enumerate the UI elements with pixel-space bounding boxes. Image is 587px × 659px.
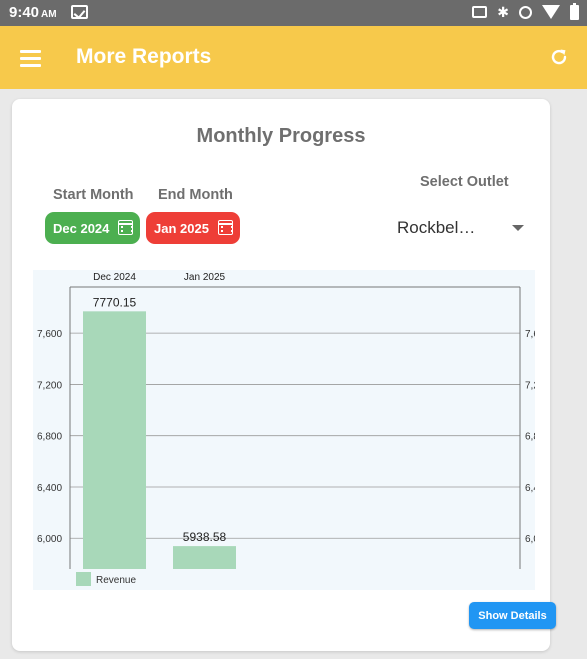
- y-tick-label-left: 7,200: [37, 380, 62, 391]
- report-card: Monthly Progress Start Month End Month S…: [12, 99, 556, 651]
- checkbox-notification-icon: [71, 5, 88, 19]
- x-tick-label: Dec 2024: [93, 272, 136, 283]
- dropdown-arrow-icon: [512, 225, 524, 231]
- calendar-icon: [118, 220, 133, 235]
- bluetooth-icon: ✱: [497, 4, 509, 20]
- legend-label: Revenue: [96, 575, 136, 586]
- start-month-label: Start Month: [53, 187, 134, 203]
- status-icons: ✱: [472, 2, 579, 20]
- show-details-button[interactable]: Show Details: [469, 602, 556, 629]
- end-month-value: Jan 2025: [154, 220, 209, 236]
- revenue-chart: 6,000 6,000 6,400 6,400 6,800 6,800 7,200 7,200…: [33, 270, 535, 590]
- wifi-icon: [542, 5, 560, 19]
- y-tick-label-left: 6,000: [37, 534, 62, 545]
- app-bar: More Reports: [0, 26, 587, 89]
- outlet-dropdown[interactable]: Rockbel…: [393, 215, 527, 243]
- status-time: 9:40 AM: [9, 4, 57, 21]
- menu-icon[interactable]: [20, 50, 41, 67]
- start-month-value: Dec 2024: [53, 220, 110, 236]
- y-tick-label-left: 6,400: [37, 483, 62, 494]
- start-month-button[interactable]: Dec 2024: [45, 212, 140, 244]
- card-title: Monthly Progress: [196, 125, 366, 147]
- x-tick-label: Jan 2025: [184, 272, 226, 283]
- y-tick-label-right: 7,200: [525, 380, 535, 391]
- y-tick-label-right: 6,000: [525, 534, 535, 545]
- status-bar: 9:40 AM ✱: [0, 0, 587, 26]
- outlet-value: Rockbel…: [397, 218, 476, 237]
- battery-icon: [570, 2, 579, 20]
- calendar-icon: [218, 220, 233, 235]
- chart-svg: 6,000 6,000 6,400 6,400 6,800 6,800 7,200 7,200…: [37, 272, 535, 586]
- bar-0: [83, 311, 146, 569]
- end-month-button[interactable]: Jan 2025: [146, 212, 240, 244]
- y-tick-label-right: 7,600: [525, 329, 535, 340]
- y-tick-label-left: 6,800: [37, 432, 62, 443]
- y-tick-label-right: 6,800: [525, 432, 535, 443]
- bar-1: [173, 546, 236, 569]
- data-label: 7770.15: [93, 295, 137, 309]
- y-tick-label-left: 7,600: [37, 329, 62, 340]
- end-month-label: End Month: [158, 187, 233, 203]
- legend-swatch: [76, 572, 91, 586]
- data-label: 5938.58: [183, 530, 227, 544]
- select-outlet-label: Select Outlet: [420, 174, 509, 190]
- cast-icon: [472, 6, 488, 18]
- page-title: More Reports: [76, 45, 212, 68]
- y-tick-label-right: 6,400: [525, 483, 535, 494]
- refresh-icon[interactable]: [549, 47, 569, 67]
- data-saver-icon: [519, 5, 532, 19]
